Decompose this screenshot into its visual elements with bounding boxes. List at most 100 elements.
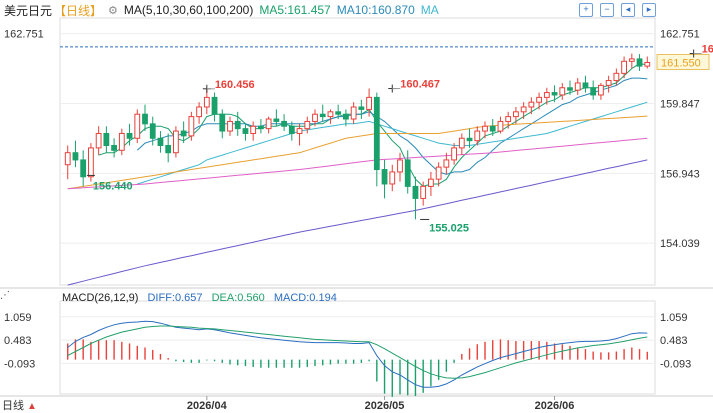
candle-up [435, 166, 442, 180]
candle-up [644, 62, 651, 67]
candle-up [88, 147, 94, 178]
macd-tick-label-left: 0.483 [4, 335, 32, 347]
candle-down [149, 123, 156, 139]
candle-up [350, 106, 357, 120]
candle-down [343, 113, 349, 120]
zoom-in-icon[interactable]: + [579, 3, 593, 17]
candle-down [219, 113, 226, 132]
candle-up [196, 106, 202, 118]
candle-down [551, 92, 558, 96]
candle-down [72, 152, 79, 161]
period-switch-label: 日线 [2, 400, 24, 412]
candle-up [250, 125, 257, 134]
candle-up [420, 185, 427, 199]
candle-down [381, 169, 388, 185]
candle-down [126, 132, 133, 139]
candle-down [80, 159, 87, 178]
macd-tick-label-right: -0.093 [660, 358, 691, 370]
price-tick-label: 156.943 [660, 168, 700, 180]
high-label: 160.456 [215, 79, 255, 91]
candle-up [605, 80, 612, 86]
candle-down [157, 137, 164, 146]
period-switch[interactable]: 日线 ▲ [2, 397, 37, 413]
candle-up [497, 120, 504, 132]
high-label: 160.467 [400, 79, 440, 91]
candle-up [312, 113, 318, 122]
candle-up [203, 96, 210, 108]
current-price-value: 161.550 [661, 58, 701, 70]
high-axis-label: 162.751 [4, 29, 44, 41]
candle-down [358, 106, 365, 110]
candle-up [389, 171, 396, 185]
symbol-name: 美元日元 [4, 3, 53, 18]
candle-up [613, 72, 620, 82]
candle-up [118, 132, 125, 151]
candle-up [536, 96, 542, 103]
price-annotations: 161.550162.751161.923160.456160.467155.0… [4, 29, 713, 235]
candle-down [412, 185, 419, 199]
zoom-out-icon[interactable]: − [600, 3, 614, 17]
candle-up [598, 84, 604, 96]
candle-down [590, 87, 597, 96]
macd-panel: -0.093 -0.093 0.483 0.483 1.059 1.059 [4, 312, 691, 397]
ma-line-ma60 [67, 115, 648, 190]
macd-params[interactable]: MACD(26,12,9) [62, 292, 139, 304]
candle-up [296, 128, 303, 134]
ma-params[interactable]: MA(5,10,30,60,100,200) [123, 3, 254, 17]
price-axis: 154.039 156.943 159.847 162.751 [660, 29, 700, 251]
arrow-left-icon[interactable]: ◂ [621, 3, 635, 17]
candle-up [397, 159, 403, 173]
drag-handle-icon[interactable]: ⋰ [0, 290, 10, 301]
chart-header: 美元日元 【日线】 ⚙ MA(5,10,30,60,100,200) MA5:1… [4, 2, 445, 18]
macd-tick-label-right: 1.059 [660, 312, 688, 324]
high-label: 161.923 [702, 44, 713, 56]
candle-up [574, 82, 581, 91]
chart-grid [0, 17, 713, 397]
candle-up [327, 111, 334, 118]
diff-line [67, 320, 648, 388]
ma-line-ma5 [98, 63, 648, 187]
candle-down [466, 137, 473, 142]
candle-down [373, 96, 380, 171]
gear-icon[interactable]: ⚙ [108, 4, 118, 17]
candle-down [489, 125, 496, 132]
candle-up [173, 130, 179, 154]
candle-down [103, 132, 110, 146]
dea-value: DEA:0.560 [211, 292, 265, 304]
candle-up [559, 87, 566, 96]
candle-up [428, 178, 434, 187]
macd-frame [59, 300, 656, 395]
candle-down [567, 87, 573, 91]
candle-up [543, 92, 550, 98]
candle-down [242, 128, 249, 134]
candle-up [458, 137, 465, 149]
candle-down [111, 144, 117, 151]
candle-down [258, 125, 264, 130]
ma-line-ma200 [67, 159, 648, 286]
time-tick-label: 2026/06 [535, 400, 575, 412]
chart-toolbar: + − ◂ ▸ [572, 3, 656, 17]
time-tick-label: 2026/04 [187, 400, 228, 412]
arrow-right-icon[interactable]: ▸ [642, 3, 656, 17]
macd-value: MACD:0.194 [273, 292, 337, 304]
current-price-tag [656, 54, 710, 70]
candle-down [234, 120, 241, 130]
candle-down [335, 111, 342, 115]
candle-up [621, 60, 627, 74]
candle-up [520, 106, 527, 113]
candle-down [582, 82, 589, 89]
ma10-value: MA10:160.870 [336, 3, 415, 17]
ma-line-ma30 [137, 101, 648, 185]
price-tick-label: 154.039 [660, 238, 700, 250]
candle-up [188, 116, 195, 137]
period-label[interactable]: 【日线】 [54, 3, 103, 18]
moving-averages [67, 63, 648, 286]
ma-line-ma100 [67, 137, 648, 190]
macd-header: MACD(26,12,9) DIFF:0.657 DEA:0.560 MACD:… [62, 292, 343, 304]
macd-tick-label-left: -0.093 [4, 358, 35, 370]
mark-label: 156.440 [93, 180, 133, 192]
ma-more: MA [420, 3, 439, 17]
candle-down [319, 113, 326, 118]
candle-down [211, 96, 218, 115]
